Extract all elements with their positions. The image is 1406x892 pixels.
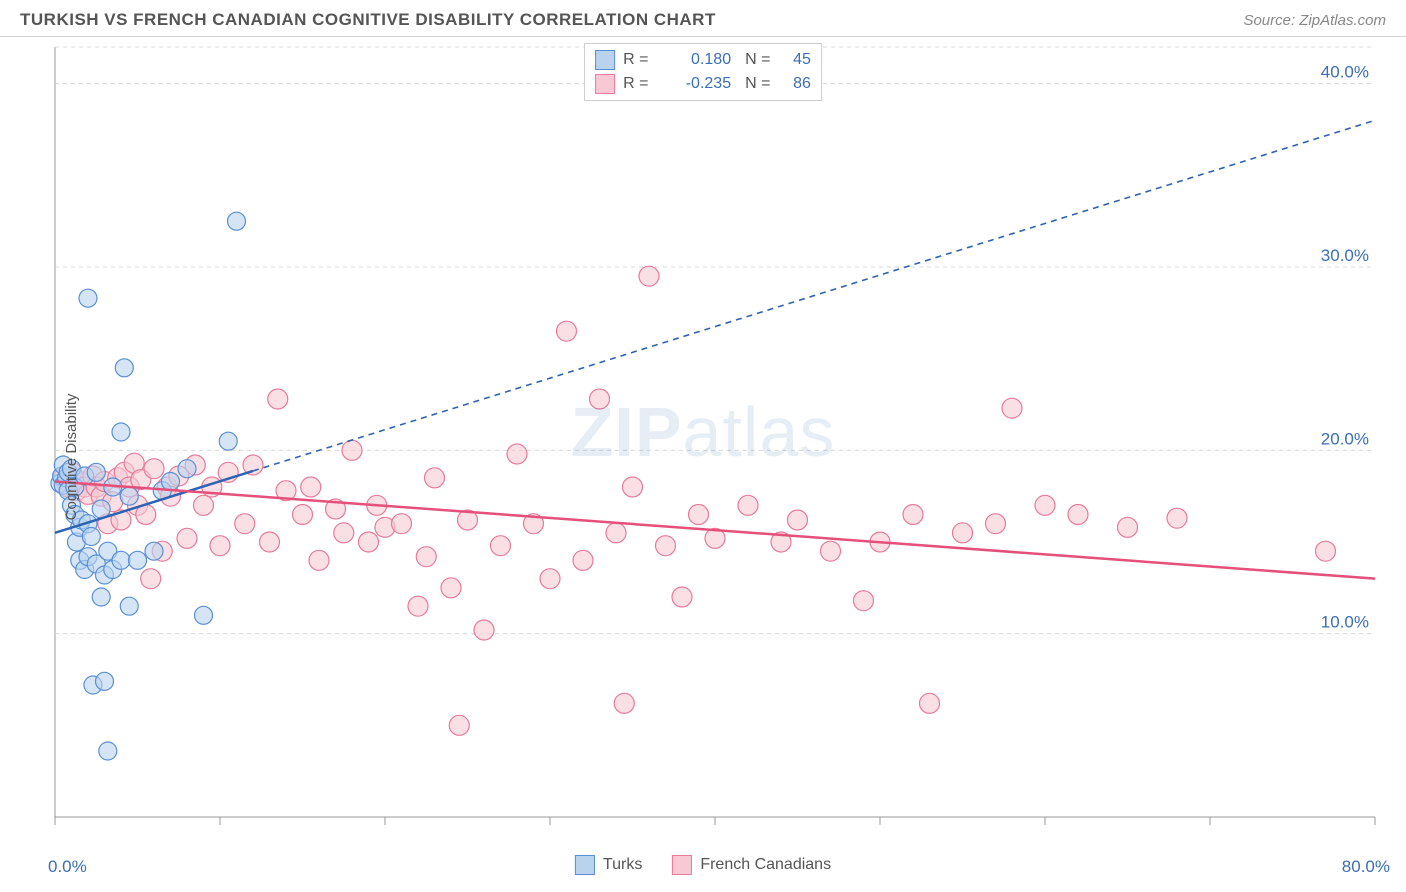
n-label: N =: [745, 48, 785, 72]
legend-series: Turks French Canadians: [575, 855, 831, 875]
chart-source: Source: ZipAtlas.com: [1243, 12, 1386, 29]
x-axis-max-label: 80.0%: [1342, 857, 1390, 877]
x-axis-min-label: 0.0%: [48, 857, 87, 877]
legend-label: Turks: [603, 856, 642, 874]
legend-swatch: [575, 855, 595, 875]
n-value: 86: [793, 72, 811, 96]
r-label: R =: [623, 72, 663, 96]
chart-title: TURKISH VS FRENCH CANADIAN COGNITIVE DIS…: [20, 10, 716, 30]
scatter-plot: 10.0% 20.0% 30.0% 40.0%: [0, 37, 1406, 847]
svg-text:20.0%: 20.0%: [1321, 429, 1369, 448]
r-label: R =: [623, 48, 663, 72]
legend-stats-row: R = 0.180 N = 45: [595, 48, 811, 72]
legend-item: Turks: [575, 855, 642, 875]
legend-stats-row: R = -0.235 N = 86: [595, 72, 811, 96]
legend-swatch: [672, 855, 692, 875]
n-value: 45: [793, 48, 811, 72]
n-label: N =: [745, 72, 785, 96]
svg-text:40.0%: 40.0%: [1321, 63, 1369, 82]
legend-label: French Canadians: [700, 856, 831, 874]
legend-swatch: [595, 50, 615, 70]
r-value: -0.235: [671, 72, 731, 96]
svg-text:10.0%: 10.0%: [1321, 613, 1369, 632]
y-axis-label: Cognitive Disability: [63, 394, 80, 521]
r-value: 0.180: [671, 48, 731, 72]
chart-header: TURKISH VS FRENCH CANADIAN COGNITIVE DIS…: [0, 0, 1406, 37]
chart-area: Cognitive Disability ZIPatlas 10.0%20.0%…: [0, 37, 1406, 877]
legend-swatch: [595, 74, 615, 94]
legend-item: French Canadians: [672, 855, 831, 875]
legend-stats: R = 0.180 N = 45 R = -0.235 N = 86: [584, 43, 822, 101]
svg-text:30.0%: 30.0%: [1321, 246, 1369, 265]
